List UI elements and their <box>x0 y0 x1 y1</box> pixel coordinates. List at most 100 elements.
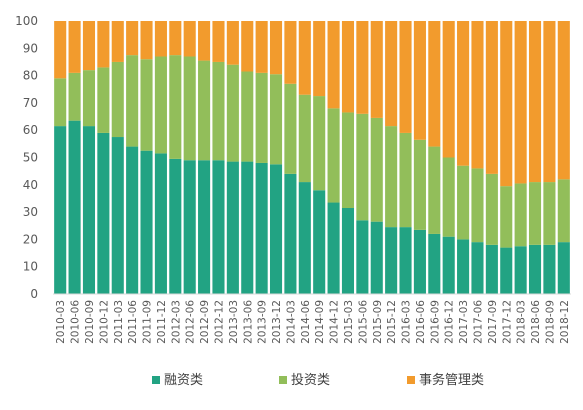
x-tick-label-2010-09: 2010-09 <box>84 300 96 344</box>
bar-segment-2-2015-03 <box>341 112 355 208</box>
bar-segment-3-2011-06 <box>126 21 139 56</box>
bar-segment-3-2015-09 <box>370 21 383 118</box>
bar-segment-1-2012-06 <box>183 160 196 294</box>
x-tick-label-2018-12: 2018-12 <box>559 300 571 344</box>
bar-segment-3-2016-12 <box>442 21 455 158</box>
bar-segment-2-2014-09 <box>313 96 326 191</box>
bar-segment-1-2011-09 <box>140 150 153 294</box>
bar-segment-1-2014-06 <box>298 182 311 294</box>
x-tick-label-2013-06: 2013-06 <box>242 300 254 344</box>
bar-segment-3-2010-09 <box>82 21 96 71</box>
bar-segment-2-2018-12 <box>557 179 570 243</box>
bar-segment-1-2012-12 <box>212 160 225 294</box>
bar-segment-2-2012-06 <box>183 56 196 161</box>
bar-segment-3-2012-06 <box>183 21 196 57</box>
bar-segment-1-2018-09 <box>543 244 556 294</box>
x-tick-label-2015-06: 2015-06 <box>357 300 369 344</box>
bar-segment-1-2011-03 <box>111 137 124 294</box>
y-tick-label-100: 100 <box>15 14 38 28</box>
bar-segment-3-2016-03 <box>399 21 412 133</box>
x-tick-label-2015-12: 2015-12 <box>386 300 398 344</box>
bar-segment-2-2017-12 <box>500 186 513 248</box>
x-tick-label-2014-03: 2014-03 <box>285 300 297 344</box>
bar-segment-3-2013-06 <box>241 21 254 72</box>
y-tick-label-0: 0 <box>30 287 38 301</box>
bar-segment-2-2013-03 <box>226 64 239 162</box>
bar-segment-2-2015-06 <box>356 113 369 221</box>
x-tick-label-2011-06: 2011-06 <box>127 300 139 344</box>
bar-segment-3-2014-06 <box>298 21 311 95</box>
legend-label-1: 融资类 <box>164 373 203 388</box>
x-tick-label-2012-09: 2012-09 <box>199 300 211 344</box>
bar-segment-3-2012-03 <box>169 21 182 56</box>
bar-segment-2-2014-06 <box>298 94 311 183</box>
x-tick-label-2017-09: 2017-09 <box>487 300 499 344</box>
bar-segment-3-2015-12 <box>385 21 398 127</box>
bar-segment-2-2010-06 <box>68 72 81 121</box>
x-tick-label-2017-12: 2017-12 <box>501 300 513 344</box>
bar-segment-1-2014-03 <box>284 173 297 294</box>
x-tick-label-2014-09: 2014-09 <box>314 300 326 344</box>
bar-segment-1-2011-12 <box>154 153 167 294</box>
x-axis: 2010-03 2010-06 2010-09 2010-12 2011-03 2011-… <box>53 293 571 344</box>
bar-segment-2-2014-12 <box>327 108 340 203</box>
bar-segment-2-2014-03 <box>284 83 297 174</box>
plot-area <box>54 21 570 295</box>
y-tick-label-10: 10 <box>23 260 38 274</box>
bar-segment-2-2013-09 <box>255 72 268 163</box>
bar-segment-2-2016-03 <box>399 132 412 228</box>
bar-segment-3-2010-03 <box>54 21 67 79</box>
bar-segment-1-2014-09 <box>313 190 326 294</box>
x-tick-label-2015-09: 2015-09 <box>372 300 384 344</box>
bar-segment-2-2010-09 <box>82 70 96 127</box>
bar-segment-3-2017-12 <box>500 21 513 187</box>
bar-segment-1-2016-12 <box>442 236 455 294</box>
bar-segment-1-2018-06 <box>528 244 542 294</box>
bar-segment-2-2016-12 <box>442 157 455 237</box>
bar-segment-1-2017-09 <box>485 244 498 294</box>
bar-segment-2-2016-06 <box>413 139 426 230</box>
bar-segment-2-2017-09 <box>485 173 498 245</box>
x-tick-label-2016-12: 2016-12 <box>444 300 456 344</box>
bar-segment-1-2015-12 <box>385 227 398 294</box>
legend: 融资类 投资类 事务管理类 <box>152 372 484 388</box>
legend-label-2: 投资类 <box>291 372 330 388</box>
bar-segment-3-2012-09 <box>198 21 211 61</box>
bar-segment-2-2010-03 <box>54 78 67 127</box>
x-tick-label-2015-03: 2015-03 <box>343 300 355 344</box>
bar-segment-3-2014-12 <box>327 21 340 109</box>
bar-segment-1-2017-06 <box>471 242 484 294</box>
x-tick-label-2010-03: 2010-03 <box>55 300 67 344</box>
legend-swatch-2 <box>279 376 287 384</box>
y-tick-label-60: 60 <box>23 123 38 137</box>
bar-segment-1-2010-06 <box>68 120 81 295</box>
y-tick-label-90: 90 <box>23 41 38 55</box>
bar-segment-2-2011-06 <box>126 55 139 147</box>
bar-segment-3-2011-03 <box>111 21 124 62</box>
bar-segment-2-2015-12 <box>385 126 398 228</box>
bar-segment-3-2017-09 <box>485 21 498 174</box>
bar-segment-3-2013-12 <box>269 21 283 75</box>
legend-swatch-1 <box>152 376 160 384</box>
x-tick-label-2018-09: 2018-09 <box>544 300 556 344</box>
x-tick-label-2016-03: 2016-03 <box>401 300 413 344</box>
bar-segment-3-2010-12 <box>97 21 110 68</box>
bar-segment-1-2010-03 <box>54 126 67 294</box>
bar-segment-3-2011-12 <box>154 21 167 57</box>
x-tick-label-2018-03: 2018-03 <box>516 300 528 344</box>
bar-segment-2-2018-09 <box>543 182 556 245</box>
bar-segment-3-2018-12 <box>557 21 570 180</box>
y-tick-label-80: 80 <box>23 69 38 83</box>
x-tick-label-2016-06: 2016-06 <box>415 300 427 344</box>
bar-segment-1-2010-12 <box>97 132 110 294</box>
bar-segment-1-2015-09 <box>370 221 383 294</box>
y-tick-label-20: 20 <box>23 232 38 246</box>
bar-segment-2-2013-12 <box>269 74 283 165</box>
x-tick-label-2013-03: 2013-03 <box>228 300 240 344</box>
x-tick-label-2010-12: 2010-12 <box>98 300 110 344</box>
bar-segment-3-2018-09 <box>543 21 556 183</box>
bar-segment-1-2012-03 <box>169 158 182 294</box>
bar-segment-3-2015-06 <box>356 21 369 114</box>
bar-segment-2-2012-12 <box>212 61 225 161</box>
